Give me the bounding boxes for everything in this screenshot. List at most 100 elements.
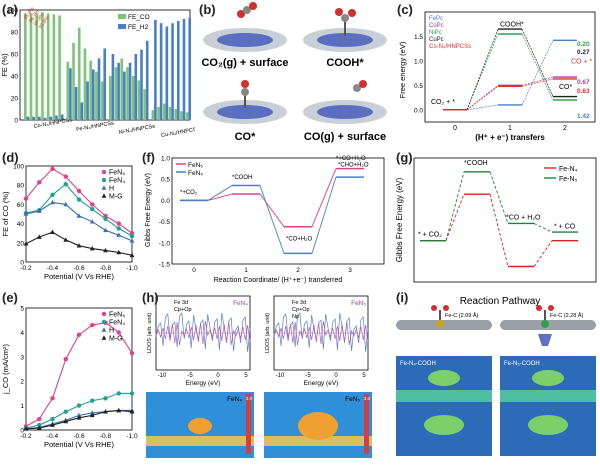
y-tick-label: 4 [20, 330, 24, 337]
y-tick-label: 2 [20, 379, 24, 386]
panel-label-f: (f) [142, 150, 155, 165]
annotation: *CHO+H₂O [338, 162, 369, 168]
bar-fe-h2 [80, 102, 84, 120]
data-point [63, 182, 68, 187]
panel-label-c: (c) [397, 2, 413, 17]
legend-marker [101, 335, 107, 340]
bar-fe-co [137, 80, 141, 120]
x-tick-label: 0 [192, 267, 196, 274]
data-point [50, 229, 55, 235]
bar-fe-co [180, 111, 183, 120]
legend-label: FeN₄ [109, 178, 125, 185]
y-tick-label: 3 [20, 354, 24, 361]
data-point [90, 322, 95, 328]
bar-fe-h2 [26, 116, 30, 120]
ldos-panel-title: FeN₅ [351, 300, 366, 307]
energy-connector [207, 185, 233, 201]
x-tick-label: 0 [453, 125, 457, 132]
legend-label: FeN₅ [188, 162, 203, 169]
bar-fe-co [77, 27, 81, 121]
data-point [103, 216, 108, 221]
map-title: FeN₅ [345, 396, 360, 403]
energy-connector [466, 104, 499, 111]
energy-connector [489, 194, 509, 267]
caption-co-gas: CO(g) + surface [304, 131, 386, 143]
ldos-panel-title: FeN₄ [233, 300, 248, 307]
panel-label-g: (h) [142, 290, 159, 305]
legend-label: H [109, 328, 114, 335]
molecule-illustrations: CO₂(g) + surface COOH* CO* CO(g) + surfa… [201, 2, 387, 143]
data-point [23, 211, 29, 216]
data-point [89, 245, 95, 251]
legend-label: Fe-N₄ [559, 166, 578, 173]
legend-label: M-G [109, 336, 123, 343]
data-point [23, 196, 29, 201]
data-point [89, 412, 95, 418]
legend-label: FeN₄ [109, 320, 125, 327]
bar-fe-co [120, 58, 124, 120]
legend-label: H [109, 186, 114, 193]
bar-fe-co [185, 112, 189, 120]
ldos-curve [273, 312, 369, 353]
annotation: * + CO [554, 224, 576, 231]
data-point [63, 409, 68, 414]
value-label: 1.42 [577, 113, 590, 120]
y-tick-label: 60 [17, 202, 25, 209]
bar-fe-co [126, 67, 129, 120]
y-axis-label: FE (%) [0, 53, 9, 77]
x-tick-label: -10 [276, 373, 285, 379]
value-label: 0.20 [577, 41, 590, 48]
mol-co [203, 80, 287, 124]
value-label: 0.63 [577, 88, 590, 95]
x-tick-label: -0.2 [20, 265, 32, 272]
data-point [116, 221, 121, 226]
data-point [63, 201, 69, 207]
bar-fe-co [52, 14, 56, 120]
legend-label: FeN₄ [188, 170, 203, 177]
bar-fe-co [151, 110, 155, 120]
data-point [76, 188, 82, 194]
map-title: FeN₄ [227, 396, 242, 403]
bar-fe-co [41, 12, 44, 121]
panel-label-h: (g) [396, 150, 413, 165]
x-tick-label: -5 [187, 373, 193, 379]
bar-fe-h2 [55, 115, 58, 120]
panel-label-a: (a) [2, 2, 18, 17]
panel-label-i: (i) [396, 290, 409, 305]
y-tick-label: 40 [17, 221, 25, 228]
bar-fe-h2 [140, 49, 143, 120]
x-axis-label: Energy (eV) [186, 380, 221, 387]
y-tick-label: 20 [17, 240, 25, 247]
panel-label-d: (d) [2, 150, 19, 165]
data-point [90, 398, 95, 403]
energy-connector [466, 86, 499, 111]
bar-fe-h2 [165, 26, 169, 120]
x-tick-label: 1 [244, 267, 248, 274]
bar-fe-h2 [111, 54, 115, 120]
data-point [90, 207, 95, 212]
bond-left: Fe-C (2.09 Å) [445, 312, 478, 319]
annotation: CO₂ + * [431, 99, 455, 106]
y-tick-label: 0 [14, 118, 18, 125]
bar-fe-co [114, 67, 118, 120]
data-point [37, 416, 42, 422]
bar-fe-co [100, 81, 104, 120]
data-point [50, 416, 55, 422]
data-point [90, 202, 95, 207]
energy-connector [521, 40, 554, 106]
plot-frame [25, 307, 133, 431]
data-point [50, 199, 55, 205]
data-point [103, 247, 108, 253]
energy-connector [533, 240, 553, 267]
legend-label: Fe 3d [174, 300, 188, 306]
x-tick-label: -10 [158, 373, 167, 379]
annotation: *CO + H₂O [506, 214, 541, 221]
energy-connector [311, 168, 337, 227]
x-axis-label: Reaction Coordinate/ (H⁺+e⁻) transferred [214, 277, 343, 284]
data-point [76, 412, 82, 418]
legend-label: FE_CO [128, 14, 150, 21]
legend-label: CuPc [429, 37, 444, 43]
energy-connector [311, 176, 337, 254]
legend-marker [101, 311, 107, 317]
colorbar [364, 394, 369, 454]
